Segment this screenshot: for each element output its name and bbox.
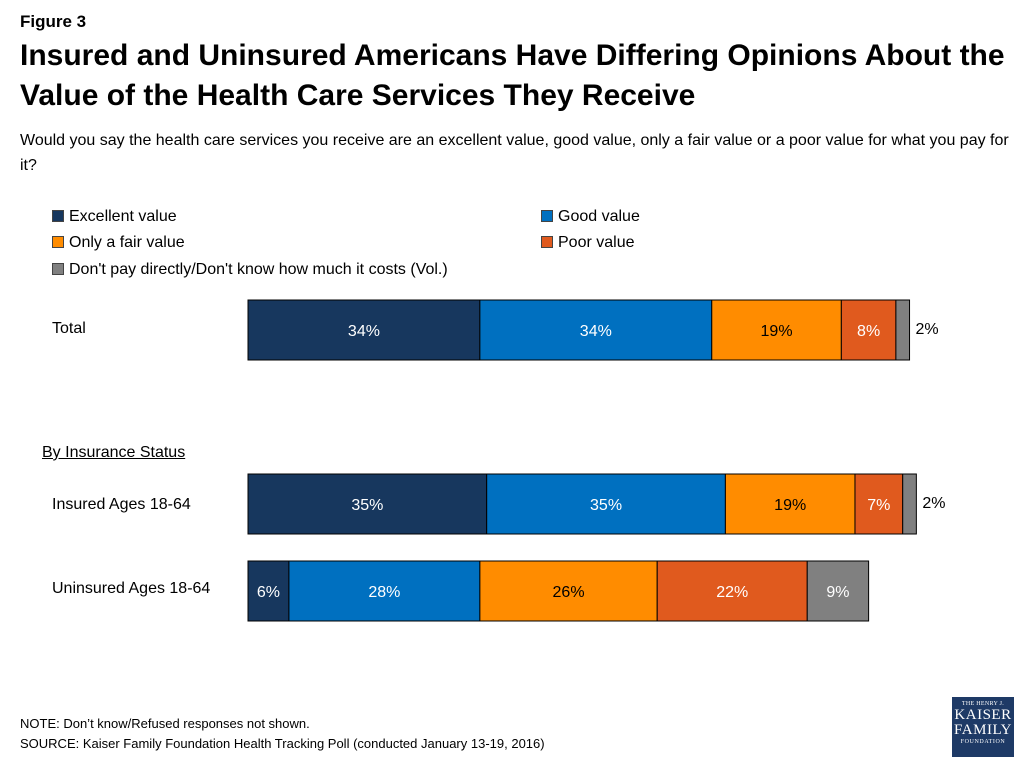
legend-item-good-value: Good value (541, 207, 640, 227)
data-label-total-poor-value: 8% (857, 323, 880, 340)
data-label-uninsured-ages-18-64-excellent-value: 6% (257, 584, 280, 601)
legend-label-excellent-value: Excellent value (69, 208, 177, 225)
data-label-total-only-a-fair-value: 19% (761, 323, 793, 340)
data-label-insured-ages-18-64-poor-value: 7% (867, 497, 890, 514)
bar-uninsured-ages-18-64-poor-value (656, 560, 808, 622)
bar-uninsured-ages-18-64-don-t-pay-directly-d (806, 560, 870, 622)
stacked-bar-chart: 34% 34% 19% 8% 2% 35% 35% 19% 7% 2% 6% 28% 26% 22% 9% (247, 299, 945, 622)
logo-line-3: FAMILY (954, 722, 1012, 738)
figure-label: Figure 3 (20, 12, 87, 31)
legend-swatch-only-a-fair-value (52, 236, 64, 248)
legend-swatch-dont-pay-directly (52, 263, 64, 275)
bar-insured-ages-18-64-excellent-value (247, 473, 488, 535)
data-label-insured-ages-18-64-good-value: 35% (590, 497, 622, 514)
logo-line-2: KAISER (954, 707, 1012, 723)
bar-insured-ages-18-64-don-t-pay-directly-d (902, 473, 917, 535)
footnote-source: SOURCE: Kaiser Family Foundation Health … (20, 736, 545, 751)
bar-total-excellent-value (247, 299, 481, 361)
legend-label-only-a-fair-value: Only a fair value (69, 234, 185, 251)
kaiser-family-foundation-logo: THE HENRY J. KAISER FAMILY FOUNDATION (952, 697, 1014, 757)
legend-label-good-value: Good value (558, 208, 640, 225)
bar-uninsured-ages-18-64-only-a-fair-value (479, 560, 658, 622)
bar-total-only-a-fair-value (711, 299, 842, 361)
data-label-total-good-value: 34% (580, 323, 612, 340)
row-label-uninsured: Uninsured Ages 18-64 (52, 580, 211, 597)
data-label-uninsured-ages-18-64-good-value: 28% (368, 584, 400, 601)
data-label-uninsured-ages-18-64-don-t-pay-directly-d: 9% (826, 584, 849, 601)
data-label-insured-ages-18-64-only-a-fair-value: 19% (774, 497, 806, 514)
legend-item-only-a-fair-value: Only a fair value (52, 233, 185, 253)
data-label-insured-ages-18-64-don-t-pay-directly-d: 2% (922, 495, 945, 512)
bar-insured-ages-18-64-good-value (486, 473, 726, 535)
chart-title: Insured and Uninsured Americans Have Dif… (20, 39, 1005, 112)
data-label-insured-ages-18-64-excellent-value: 35% (351, 497, 383, 514)
section-heading-insurance-status: By Insurance Status (42, 444, 186, 461)
logo-line-1: THE HENRY J. (961, 701, 1005, 707)
legend-swatch-excellent-value (52, 210, 64, 222)
data-label-uninsured-ages-18-64-poor-value: 22% (716, 584, 748, 601)
data-label-total-excellent-value: 34% (348, 323, 380, 340)
bar-uninsured-ages-18-64-excellent-value (247, 560, 290, 622)
logo-line-4: FOUNDATION (960, 739, 1006, 745)
legend-swatch-poor-value (541, 236, 553, 248)
legend-item-poor-value: Poor value (541, 233, 635, 253)
legend-item-dont-pay-directly: Don't pay directly/Don't know how much i… (52, 260, 448, 280)
legend-item-excellent-value: Excellent value (52, 207, 177, 227)
data-label-uninsured-ages-18-64-only-a-fair-value: 26% (553, 584, 585, 601)
legend-label-dont-pay-directly: Don't pay directly/Don't know how much i… (69, 261, 448, 278)
legend-label-poor-value: Poor value (558, 234, 635, 251)
row-label-total: Total (52, 320, 86, 337)
bar-total-poor-value (840, 299, 897, 361)
chart-subtitle: Would you say the health care services y… (20, 132, 1009, 174)
footnote-note: NOTE: Don’t know/Refused responses not s… (20, 716, 310, 731)
row-label-insured: Insured Ages 18-64 (52, 496, 191, 513)
bar-total-don-t-pay-directly-d (895, 299, 911, 361)
bar-insured-ages-18-64-only-a-fair-value (724, 473, 856, 535)
bar-insured-ages-18-64-poor-value (854, 473, 904, 535)
legend-swatch-good-value (541, 210, 553, 222)
bar-total-good-value (479, 299, 713, 361)
data-label-total-don-t-pay-directly-d: 2% (916, 321, 939, 338)
